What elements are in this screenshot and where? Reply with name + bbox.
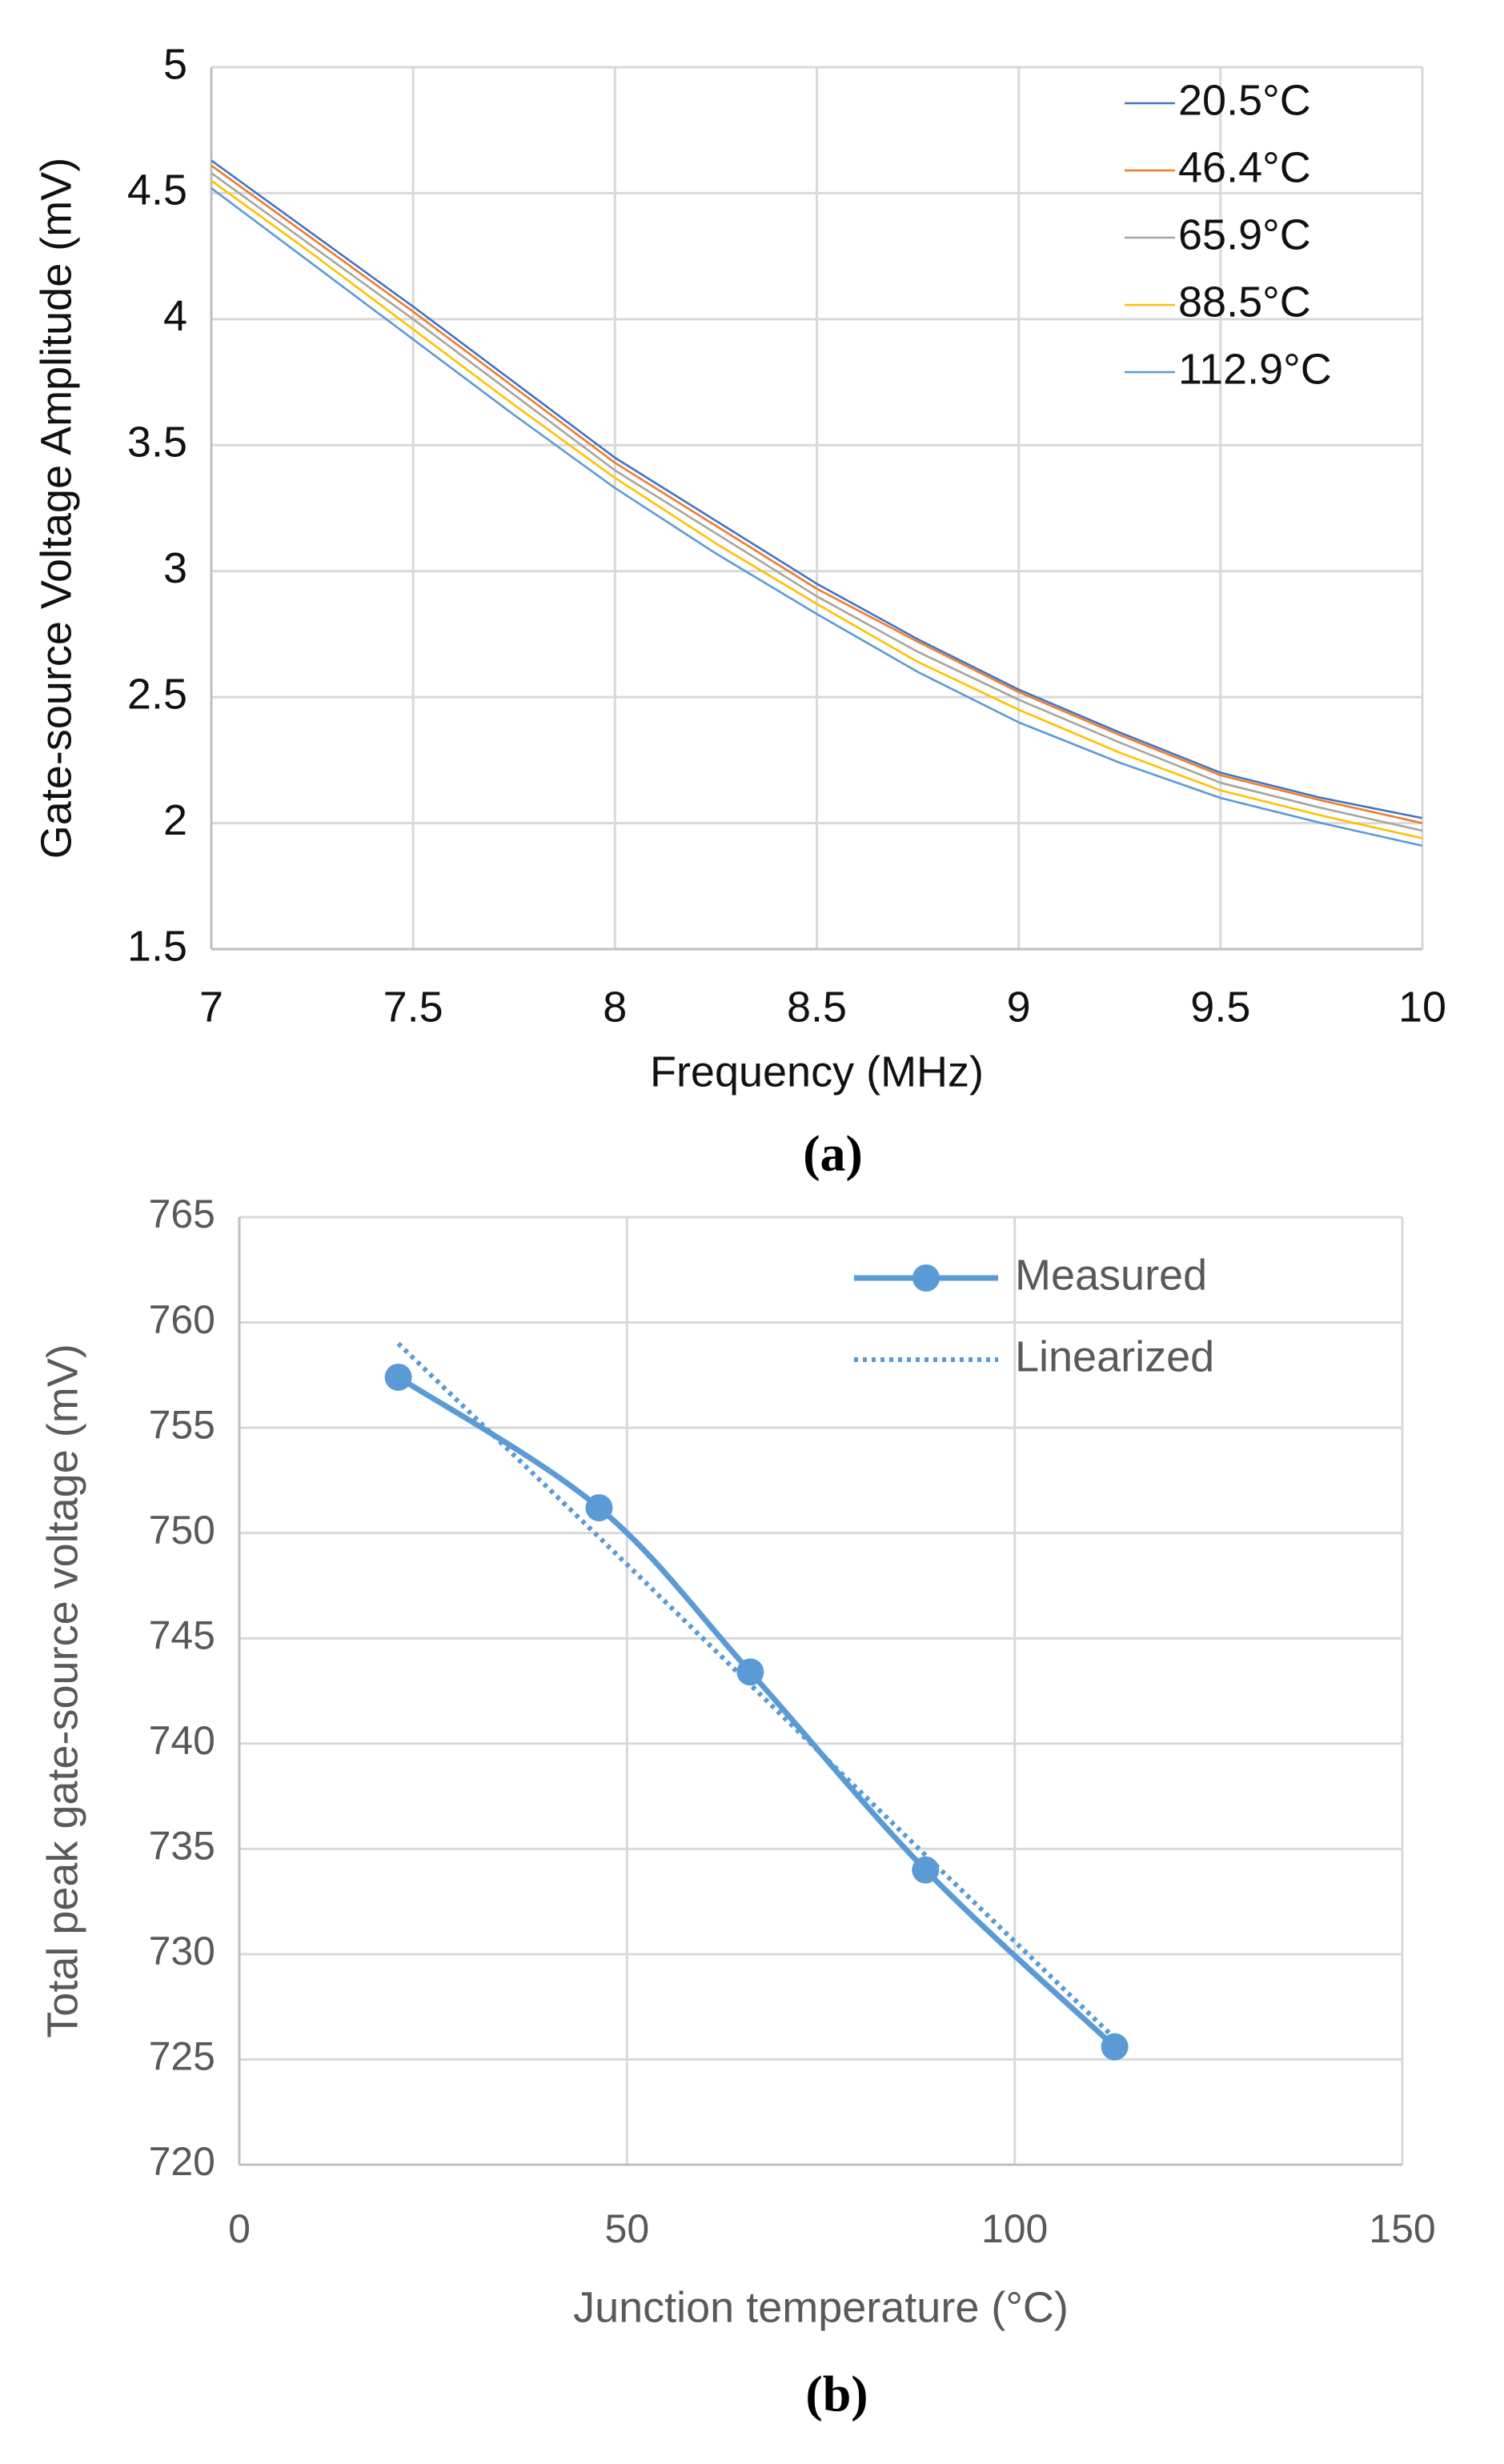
point — [384, 1363, 412, 1391]
y-tick-label: 750 — [149, 1508, 215, 1553]
series-line — [396, 1341, 1117, 2041]
legend-label: 20.5°C — [1178, 76, 1311, 124]
series-line — [211, 179, 1423, 839]
x-tick-label: 9.5 — [1190, 983, 1250, 1031]
x-tick-label: 100 — [981, 2206, 1048, 2251]
point — [585, 1494, 613, 1522]
x-tick-label: 10 — [1398, 983, 1446, 1031]
x-tick-label: 7.5 — [383, 983, 443, 1031]
legend-label: 88.5°C — [1178, 278, 1311, 326]
y-axis-label: Gate-source Voltage Amplitude (mV) — [32, 158, 80, 859]
legend-label: Linearized — [1015, 1332, 1214, 1380]
y-tick-label: 3.5 — [127, 419, 187, 467]
y-tick-label: 735 — [149, 1824, 215, 1869]
y-tick-label: 765 — [149, 1192, 215, 1236]
series-line — [211, 187, 1423, 847]
series-line — [211, 164, 1423, 824]
caption: (a) — [803, 1125, 863, 1182]
x-tick-label: 8.5 — [787, 983, 847, 1031]
x-tick-label: 9 — [1007, 983, 1031, 1031]
point — [912, 1856, 940, 1884]
x-tick-label: 50 — [605, 2206, 650, 2251]
legend-marker — [912, 1264, 940, 1292]
x-tick-label: 7 — [199, 983, 223, 1031]
legend-label: Measured — [1015, 1251, 1207, 1299]
legend-label: 46.4°C — [1178, 143, 1311, 191]
y-tick-label: 745 — [149, 1613, 215, 1657]
caption: (b) — [805, 2366, 868, 2422]
y-axis-label: Total peak gate-source voltage (mV) — [38, 1344, 86, 2037]
y-tick-label: 725 — [149, 2034, 215, 2079]
y-tick-label: 755 — [149, 1402, 215, 1447]
legend-label: 112.9°C — [1178, 345, 1332, 393]
y-tick-label: 3 — [163, 544, 187, 592]
x-axis-label: Frequency (MHz) — [650, 1048, 984, 1096]
series-line — [211, 172, 1423, 832]
y-tick-label: 740 — [149, 1718, 215, 1763]
x-tick-label: 0 — [228, 2206, 251, 2251]
series-line — [396, 1375, 1117, 2049]
legend-label: 65.9°C — [1178, 210, 1311, 258]
series-line — [211, 159, 1423, 819]
x-tick-label: 150 — [1369, 2206, 1435, 2251]
x-axis-label: Junction temperature (°C) — [573, 2283, 1069, 2331]
x-tick-label: 8 — [603, 983, 627, 1031]
point — [1101, 2033, 1129, 2061]
y-tick-label: 2.5 — [127, 670, 187, 718]
y-tick-label: 730 — [149, 1929, 215, 1973]
y-tick-label: 760 — [149, 1297, 215, 1342]
y-tick-label: 2 — [163, 796, 187, 844]
y-tick-label: 720 — [149, 2139, 215, 2184]
point — [736, 1658, 764, 1686]
y-tick-label: 1.5 — [127, 922, 187, 970]
y-tick-label: 5 — [163, 40, 187, 88]
y-tick-label: 4 — [163, 292, 187, 340]
y-tick-label: 4.5 — [127, 166, 187, 214]
